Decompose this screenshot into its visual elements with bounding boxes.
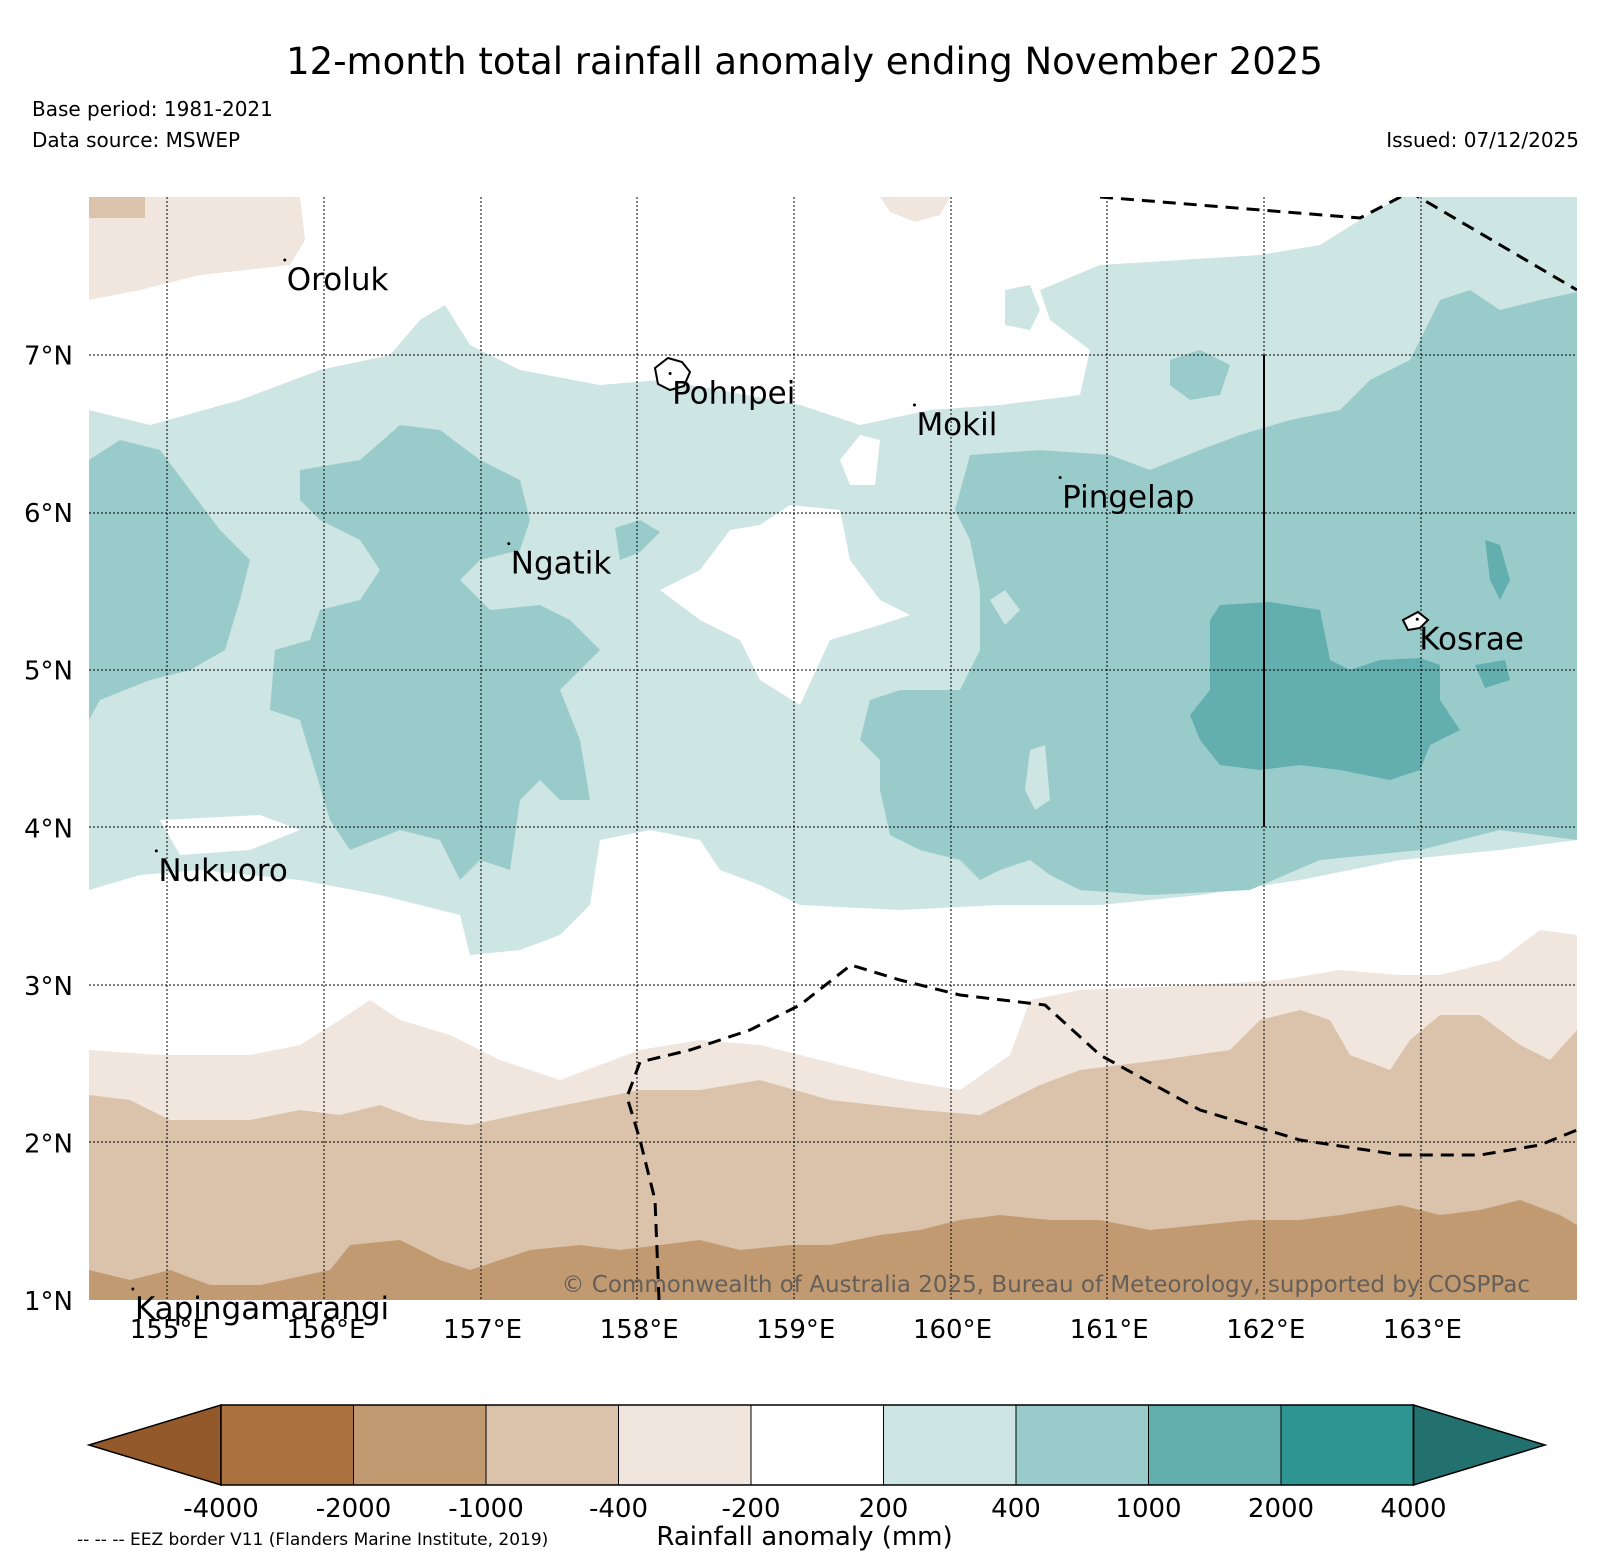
base-period: Base period: 1981-2021 [32,97,273,121]
eez-border [625,197,1577,1300]
issued-date: Issued: 07/12/2025 [1386,128,1579,152]
y-tick-label: 1°N [24,1287,73,1317]
colorbar-tick-label: -200 [721,1494,780,1524]
place-marker [1058,475,1062,479]
place-marker [131,1287,135,1291]
place-label-pingelap: Pingelap [1062,479,1194,515]
colorbar-tick-label: 1000 [1115,1494,1181,1524]
pohnpei-island-outline [653,356,692,392]
colorbar-ticks: -4000 -2000 -1000 -400 -200 200 400 1000 2000 400… [183,1494,1446,1524]
dry-patch-northwest [89,197,305,300]
colorbar-label: Rainfall anomaly (mm) [656,1522,953,1552]
colorbar-extend-high [1412,1403,1548,1487]
colorbar-tick-label: -4000 [183,1494,259,1524]
y-tick-label: 4°N [24,814,73,844]
neutral-hole-nukuoro [160,815,300,855]
y-tick-label: 7°N [24,342,73,372]
colorbar-tick-label: -400 [589,1494,648,1524]
y-tick-label: 2°N [24,1129,73,1159]
colorbar-swatch [1148,1404,1282,1486]
place-label-pohnpei: Pohnpei [672,375,795,411]
place-labels: Oroluk Pohnpei Mokil Pingelap Ngatik Kosrae Nu… [131,258,1524,1327]
anomaly-field [89,197,1577,1300]
colorbar-swatch [1015,1404,1149,1486]
x-tick-label: 160°E [913,1315,992,1345]
colorbar-tick-label: 2000 [1248,1494,1314,1524]
wet-islet-ngatik-east [615,520,660,560]
dry-patch-north [880,197,950,222]
place-label-mokil: Mokil [916,407,997,443]
place-marker [154,849,158,853]
colorbar-tick-label: 400 [991,1494,1041,1524]
x-tick-label: 159°E [756,1315,835,1345]
y-tick-label: 5°N [24,657,73,687]
y-tick-label: 6°N [24,499,73,529]
x-axis-ticks: 155°E 156°E 157°E 158°E 159°E 160°E 161°E 162°E… [130,1315,1462,1345]
place-label-ngatik: Ngatik [511,546,612,582]
y-axis-ticks: 1°N 2°N 3°N 4°N 5°N 6°N 7°N [24,342,73,1317]
wet-patch-west [89,440,250,720]
data-source: Data source: MSWEP [32,128,241,152]
x-tick-label: 156°E [286,1315,365,1345]
wet-hole-east-b [1025,745,1050,810]
copyright-text: © Commonwealth of Australia 2025, Bureau… [561,1272,1530,1298]
colorbar [86,1403,1548,1487]
place-label-oroluk: Oroluk [287,262,389,298]
eez-note: -- -- -- EEZ border V11 (Flanders Marine… [77,1530,549,1550]
place-marker [668,371,672,375]
place-marker [1415,617,1419,621]
colorbar-swatch [353,1404,487,1486]
neutral-hole-central [660,505,910,705]
dry-band-strong [89,1200,1577,1300]
y-tick-label: 3°N [24,972,73,1002]
colorbar-tick-label: -1000 [448,1494,524,1524]
colorbar-tick-label: -2000 [316,1494,392,1524]
wet-hole-east-a [990,590,1020,625]
place-label-kapingamarangi: Kapingamarangi [135,1291,389,1327]
colorbar-swatch [1280,1404,1414,1486]
neutral-hole-mokil [840,435,880,485]
colorbar-extend-low [86,1403,222,1487]
place-marker [283,258,287,262]
place-label-kosrae: Kosrae [1419,621,1524,657]
colorbar-swatch [618,1404,752,1486]
map-title: 12-month total rainfall anomaly ending N… [286,40,1323,83]
kosrae-island-outline [1401,610,1430,632]
place-label-nukuoro: Nukuoro [158,853,287,889]
dry-core-northwest [89,197,145,218]
wet-islet-east-kosrae [1475,660,1510,688]
place-marker [912,403,916,407]
graticule [89,197,1577,1300]
x-tick-label: 158°E [600,1315,679,1345]
wet-islet-far-east [1485,540,1510,600]
x-tick-label: 155°E [130,1315,209,1345]
place-marker [507,542,511,546]
wet-core-kosrae [1190,602,1460,780]
colorbar-swatch [883,1404,1017,1486]
wet-islet-northeast [1170,350,1230,400]
eez-border-north [1099,197,1577,292]
colorbar-outline [220,1404,1415,1486]
colorbar-swatch [485,1404,619,1486]
x-tick-label: 163°E [1383,1315,1462,1345]
eez-border-south [625,963,1577,1300]
x-tick-label: 161°E [1070,1315,1149,1345]
x-tick-label: 157°E [443,1315,522,1345]
colorbar-tick-label: 200 [859,1494,909,1524]
colorbar-swatch [220,1404,354,1486]
x-tick-label: 162°E [1226,1315,1305,1345]
colorbar-swatch [750,1404,884,1486]
wet-patch-ngatik [270,425,600,880]
colorbar-tick-label: 4000 [1380,1494,1446,1524]
wet-islet-north [1005,285,1040,330]
